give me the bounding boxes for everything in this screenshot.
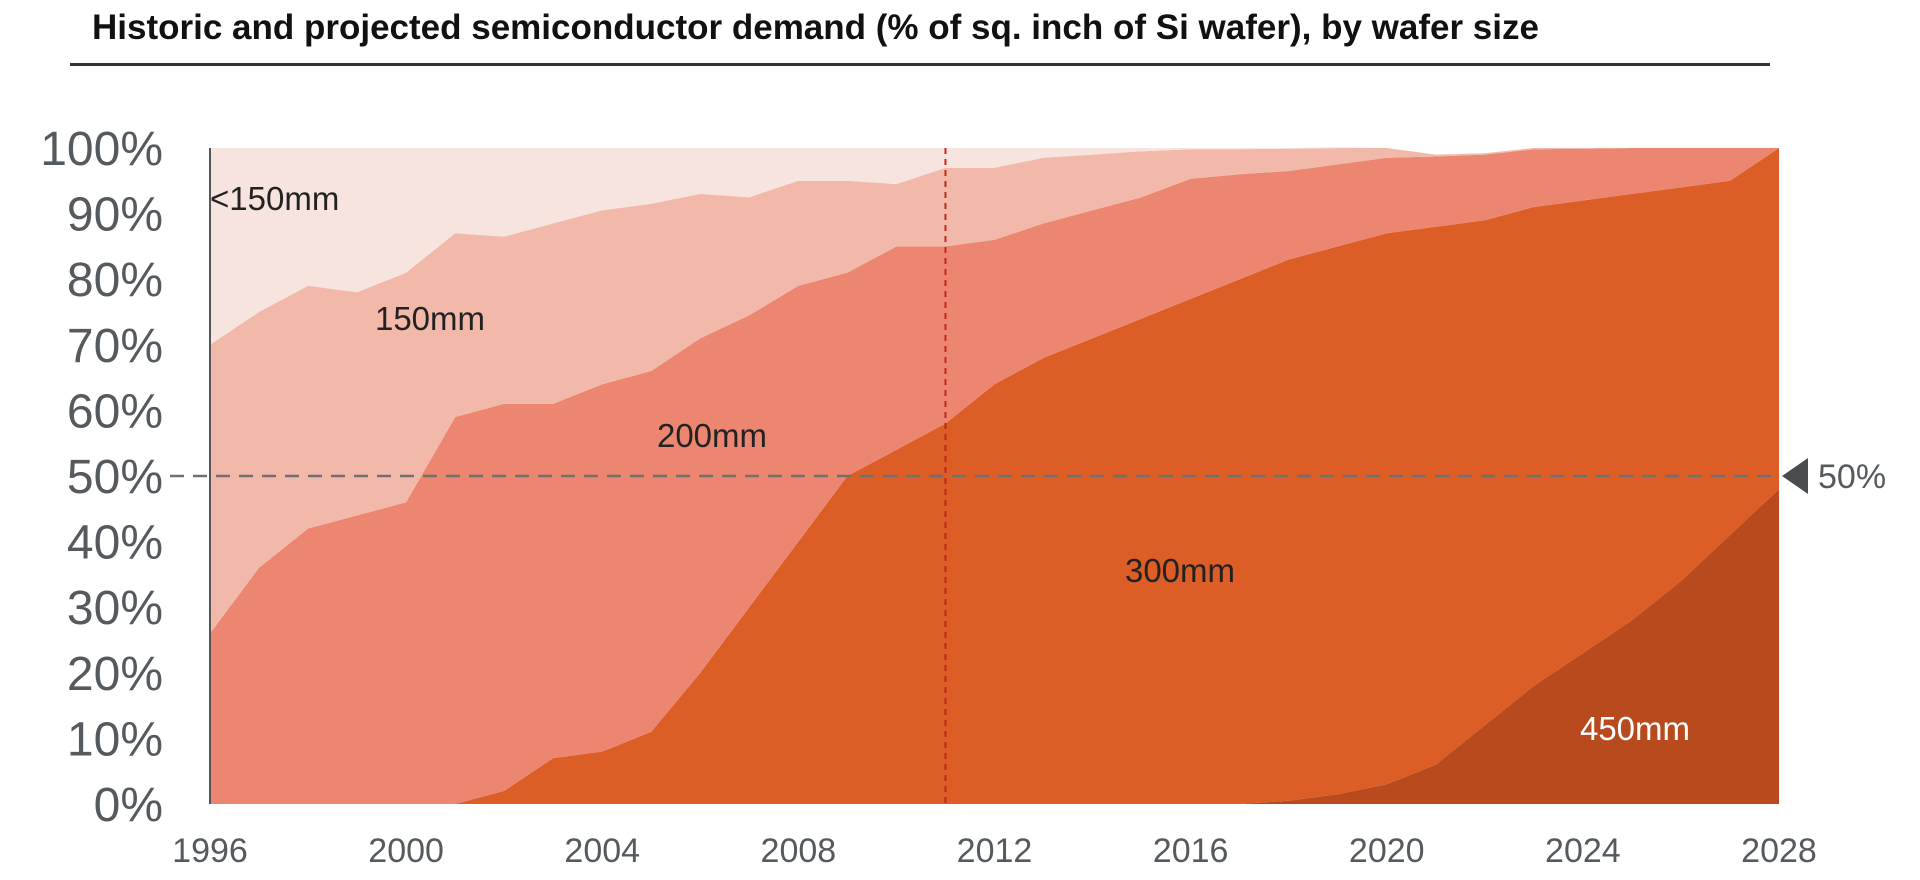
x-tick-label: 2004	[564, 832, 640, 870]
x-tick-label: 2012	[957, 832, 1033, 870]
area-150mm	[210, 148, 1779, 634]
x-tick-label: 2016	[1153, 832, 1229, 870]
chart-title: Historic and projected semiconductor dem…	[92, 8, 1539, 47]
reference-marker-triangle	[1782, 458, 1808, 494]
y-tick-label: 0%	[94, 779, 163, 832]
area-200mm	[210, 148, 1779, 804]
series-label-150mm: 150mm	[375, 300, 485, 337]
x-tick-label: 2020	[1349, 832, 1425, 870]
series-labels-group: <150mm 150mm 200mm 300mm 450mm	[210, 180, 1690, 747]
y-tick-labels: 0% 10% 20% 30% 40% 50% 60% 70% 80% 90% 100%	[40, 123, 163, 832]
x-tick-label: 2024	[1545, 832, 1621, 870]
series-label-450mm: 450mm	[1580, 710, 1690, 747]
area-series-group	[210, 147, 1779, 804]
reference-line-label: 50%	[1818, 458, 1886, 496]
reference-marker-group: 50%	[1782, 458, 1886, 496]
x-tick-label: 2008	[761, 832, 837, 870]
y-tick-label: 80%	[67, 254, 163, 307]
y-tick-label: 50%	[67, 451, 163, 504]
series-label-300mm: 300mm	[1125, 552, 1235, 589]
y-tick-label: 70%	[67, 320, 163, 373]
y-tick-label: 40%	[67, 517, 163, 570]
x-tick-label: 2028	[1741, 832, 1817, 870]
y-tick-label: 90%	[67, 189, 163, 242]
y-tick-label: 20%	[67, 648, 163, 701]
series-label-lt150mm: <150mm	[210, 180, 339, 217]
area-450mm	[210, 489, 1779, 804]
x-tick-label: 2000	[368, 832, 444, 870]
series-label-200mm: 200mm	[657, 417, 767, 454]
area-lt150mm	[210, 147, 1779, 345]
y-tick-label: 60%	[67, 385, 163, 438]
title-underline	[70, 63, 1770, 66]
x-tick-label: 1996	[172, 832, 248, 870]
y-tick-label: 10%	[67, 713, 163, 766]
reference-lines-group	[170, 148, 1779, 804]
y-tick-label: 30%	[67, 582, 163, 635]
y-tick-label: 100%	[40, 123, 163, 176]
x-tick-labels: 1996 2000 2004 2008 2012 2016 2020 2024 2028	[172, 832, 1817, 870]
area-300mm	[210, 148, 1779, 804]
